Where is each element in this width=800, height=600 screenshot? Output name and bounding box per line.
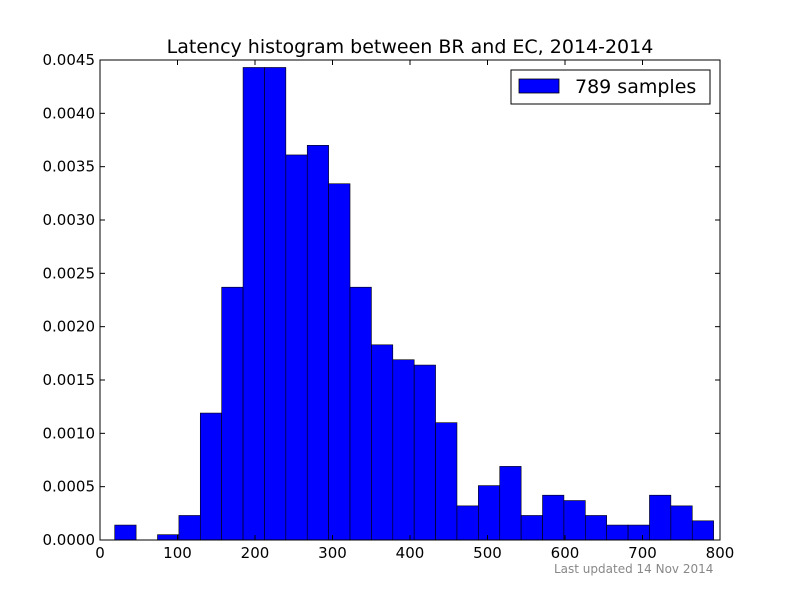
histogram-bar	[478, 485, 501, 541]
histogram-bar	[649, 494, 672, 541]
histogram-bar	[199, 412, 222, 541]
y-tick-label: 0.0000	[43, 531, 96, 549]
y-tick-label: 0.0025	[43, 264, 96, 282]
y-tick-label: 0.0020	[43, 318, 96, 336]
y-tick-label: 0.0005	[43, 478, 96, 496]
histogram-bar	[413, 364, 436, 541]
histogram-bar	[563, 500, 586, 541]
x-tick-label: 200	[241, 544, 270, 562]
legend-swatch	[518, 78, 560, 94]
chart-title: Latency histogram between BR and EC, 201…	[167, 36, 654, 58]
x-tick-label: 500	[473, 544, 502, 562]
y-tick-label: 0.0030	[43, 211, 96, 229]
y-tick-label: 0.0015	[43, 371, 96, 389]
x-tick-label: 600	[551, 544, 580, 562]
last-updated-note: Last updated 14 Nov 2014	[554, 562, 714, 576]
y-tick-label: 0.0045	[43, 51, 96, 69]
histogram-bar	[178, 515, 201, 541]
histogram-bar	[242, 67, 265, 541]
histogram-bar	[585, 515, 607, 541]
x-tick-label: 400	[396, 544, 425, 562]
histogram-bar	[499, 466, 522, 541]
y-tick-label: 0.0010	[43, 424, 96, 442]
x-tick-label: 300	[318, 544, 347, 562]
histogram-bar	[520, 515, 543, 541]
histogram-bar	[606, 524, 629, 541]
histogram-bar	[221, 286, 244, 541]
histogram-bar	[349, 286, 372, 541]
histogram-bar	[542, 494, 565, 541]
histogram-bar	[691, 520, 714, 541]
histogram-bar	[114, 524, 137, 541]
histogram-bar	[285, 154, 308, 541]
legend-label: 789 samples	[575, 76, 696, 98]
y-tick-label: 0.0040	[43, 104, 96, 122]
histogram-bar	[157, 534, 180, 541]
x-tick-label: 800	[706, 544, 735, 562]
x-tick-label: 0	[95, 544, 105, 562]
histogram-bar	[306, 145, 329, 541]
legend: 789 samples	[510, 69, 711, 105]
histogram-bar	[435, 422, 458, 541]
x-tick-label: 700	[628, 544, 657, 562]
histogram-bar	[328, 183, 351, 541]
axis-ticks: 0 100 200 300 400 500 600 700 800 0.0000 0.0005 0.0…	[43, 51, 735, 562]
histogram-bar	[392, 359, 415, 541]
histogram-bar	[371, 344, 394, 541]
histogram-bar	[456, 505, 479, 541]
y-tick-label: 0.0035	[43, 158, 96, 176]
x-tick-label: 100	[163, 544, 192, 562]
histogram-bar	[670, 505, 693, 541]
histogram-bar	[627, 524, 650, 541]
bars-group	[114, 67, 714, 541]
histogram-bar	[264, 67, 287, 541]
